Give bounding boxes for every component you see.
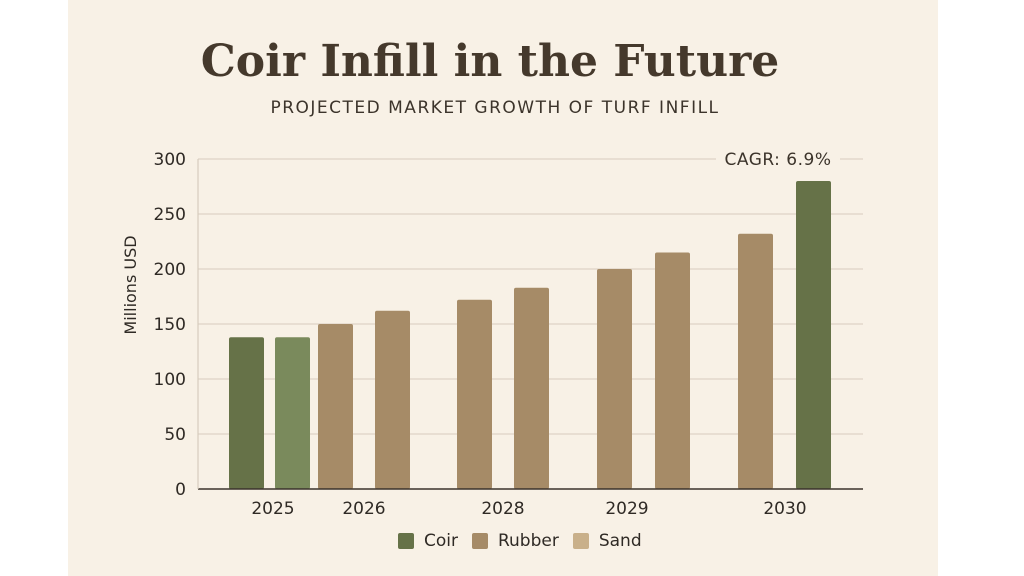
x-tick-label: 2028 <box>481 499 524 519</box>
legend-label: Coir <box>424 531 458 551</box>
chart-subtitle: PROJECTED MARKET GROWTH OF TURF INFILL <box>270 98 720 118</box>
x-axis-ticks: 2025 2026 2028 2029 2030 <box>251 499 806 519</box>
legend-swatch <box>398 533 414 549</box>
x-tick-label: 2030 <box>763 499 806 519</box>
legend-item-coir: Coir <box>398 531 458 551</box>
legend-swatch <box>572 533 589 549</box>
y-tick-label: 0 <box>175 480 186 500</box>
annotation-background <box>716 148 840 170</box>
chart-title: Coir Infill in the Future <box>200 36 780 87</box>
x-tick-label: 2025 <box>251 499 294 519</box>
x-tick-label: 2026 <box>342 499 385 519</box>
legend-item-sand: Sand <box>572 531 642 551</box>
x-tick-label: 2029 <box>605 499 648 519</box>
chart-panel <box>68 0 938 576</box>
bar-2028-rubber <box>457 299 492 489</box>
legend: Coir Rubber Sand <box>398 531 656 551</box>
y-axis-ticks: 0 50 100 150 200 250 300 <box>154 150 186 500</box>
bar-2026-rubber <box>318 324 353 489</box>
bar-2029-rubber <box>597 269 632 489</box>
legend-label: Sand <box>598 531 642 551</box>
bars <box>229 181 831 489</box>
y-tick-label: 50 <box>164 425 186 445</box>
bar-2030-coir <box>796 181 831 489</box>
y-tick-label: 150 <box>154 315 186 335</box>
bar-2025-coir <box>275 337 310 489</box>
legend-label: Rubber <box>497 531 559 551</box>
bar-2025-coir <box>229 337 264 489</box>
y-tick-label: 250 <box>154 205 186 225</box>
bar-2028-rubber <box>514 287 549 489</box>
y-tick-label: 300 <box>154 150 186 170</box>
bar-2029-rubber <box>655 252 690 489</box>
bar-2030-rubber <box>738 233 773 489</box>
y-tick-label: 100 <box>154 370 186 390</box>
legend-item-rubber: Rubber <box>471 531 559 551</box>
y-tick-label: 200 <box>154 260 186 280</box>
cagr-annotation: CAGR: 6.9% <box>725 150 832 170</box>
bar-2026-rubber <box>375 310 410 489</box>
y-axis-label: Millions USD <box>121 235 140 334</box>
legend-swatch <box>471 533 488 549</box>
